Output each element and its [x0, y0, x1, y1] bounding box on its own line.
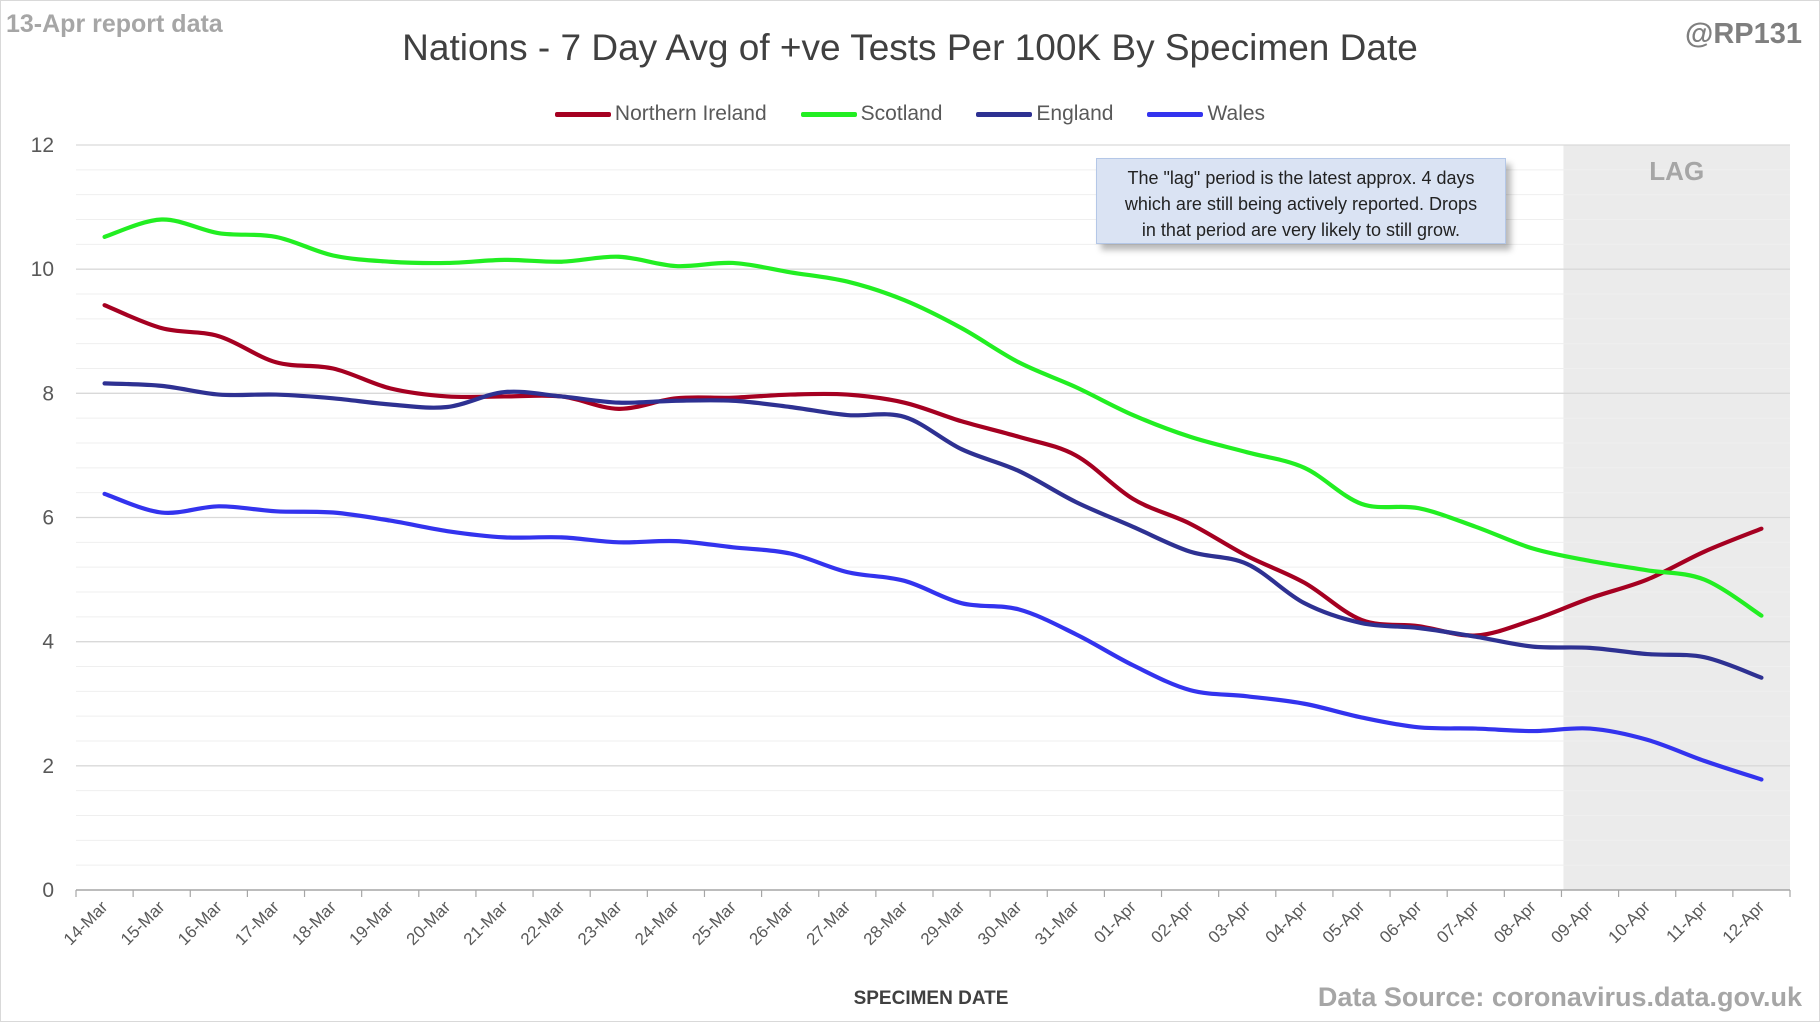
x-tick-label: 23-Mar [574, 897, 626, 949]
x-tick-label: 07-Apr [1433, 897, 1483, 947]
annotation-line-1: The "lag" period is the latest approx. 4… [1127, 168, 1475, 188]
legend-item-scotland: Scotland [800, 102, 943, 126]
y-tick-label: 2 [42, 755, 54, 778]
legend-swatch-england [976, 111, 1033, 117]
lag-label: LAG [1649, 156, 1704, 186]
x-tick-label: 27-Mar [803, 897, 855, 949]
legend-swatch-northern-ireland [554, 111, 611, 117]
y-tick-label: 8 [42, 382, 54, 405]
gridlines [76, 144, 1790, 866]
x-tick-label: 16-Mar [174, 897, 226, 949]
series-lines [102, 217, 1764, 782]
x-tick-label: 15-Mar [117, 897, 169, 949]
x-tick-label: 29-Mar [917, 897, 969, 949]
legend-item-england: England [976, 102, 1113, 126]
legend-label-wales: Wales [1207, 102, 1266, 125]
x-tick-label: 12-Apr [1719, 897, 1769, 947]
y-tick-label: 6 [42, 507, 54, 530]
series-line-scotland [102, 217, 1764, 618]
x-tick-label: 10-Apr [1604, 897, 1654, 947]
legend-swatch-wales [1147, 111, 1204, 117]
x-tick-label: 14-Mar [60, 897, 112, 949]
series-line-northern-ireland [102, 303, 1764, 638]
y-tick-label: 10 [31, 258, 54, 281]
x-tick-label: 04-Apr [1262, 897, 1312, 947]
report-date-label: 13-Apr report data [6, 10, 223, 38]
x-tick-label: 30-Mar [974, 897, 1026, 949]
author-handle: @RP131 [1685, 18, 1802, 50]
x-tick-label: 31-Mar [1031, 897, 1083, 949]
x-tick-label: 20-Mar [403, 897, 455, 949]
annotation-line-3: in that period are very likely to still … [1141, 220, 1461, 240]
annotation-line-2: which are still being actively reported.… [1124, 194, 1478, 214]
legend-swatch-scotland [800, 111, 857, 117]
legend: Northern Ireland Scotland England Wales [0, 102, 1820, 126]
x-tick-label: 18-Mar [288, 897, 340, 949]
series-line-england [102, 381, 1764, 680]
x-tick-label: 03-Apr [1205, 897, 1255, 947]
x-tick-label: 09-Apr [1547, 897, 1597, 947]
x-tick-label: 11-Apr [1663, 897, 1712, 946]
series-line-wales [102, 491, 1764, 782]
x-tick-label: 01-Apr [1090, 897, 1140, 947]
chart-title: Nations - 7 Day Avg of +ve Tests Per 100… [402, 27, 1418, 68]
x-tick-label: 17-Mar [231, 897, 283, 949]
legend-label-northern-ireland: Northern Ireland [614, 102, 767, 125]
x-tick-label: 26-Mar [745, 897, 797, 949]
x-axis-title: SPECIMEN DATE [854, 988, 1009, 1009]
y-tick-label: 4 [42, 631, 54, 654]
legend-label-england: England [1036, 102, 1114, 125]
x-tick-label: 06-Apr [1376, 897, 1426, 947]
lag-annotation-box: The "lag" period is the latest approx. 4… [1096, 158, 1506, 244]
x-tick-label: 08-Apr [1490, 897, 1540, 947]
x-tick-label: 24-Mar [631, 897, 683, 949]
x-tick-label: 05-Apr [1319, 897, 1369, 947]
x-tick-label: 25-Mar [688, 897, 740, 949]
x-tick-label: 28-Mar [860, 897, 912, 949]
x-tick-label: 02-Apr [1147, 897, 1197, 947]
x-tick-label: 21-Mar [460, 897, 512, 949]
legend-item-northern-ireland: Northern Ireland [554, 102, 767, 126]
legend-item-wales: Wales [1147, 102, 1265, 126]
data-source-label: Data Source: coronavirus.data.gov.uk [1317, 982, 1802, 1012]
y-tick-label: 0 [42, 879, 54, 902]
legend-label-scotland: Scotland [860, 102, 943, 125]
x-tick-label: 19-Mar [346, 897, 398, 949]
x-tick-label: 22-Mar [517, 897, 569, 949]
y-tick-label: 12 [31, 134, 54, 157]
